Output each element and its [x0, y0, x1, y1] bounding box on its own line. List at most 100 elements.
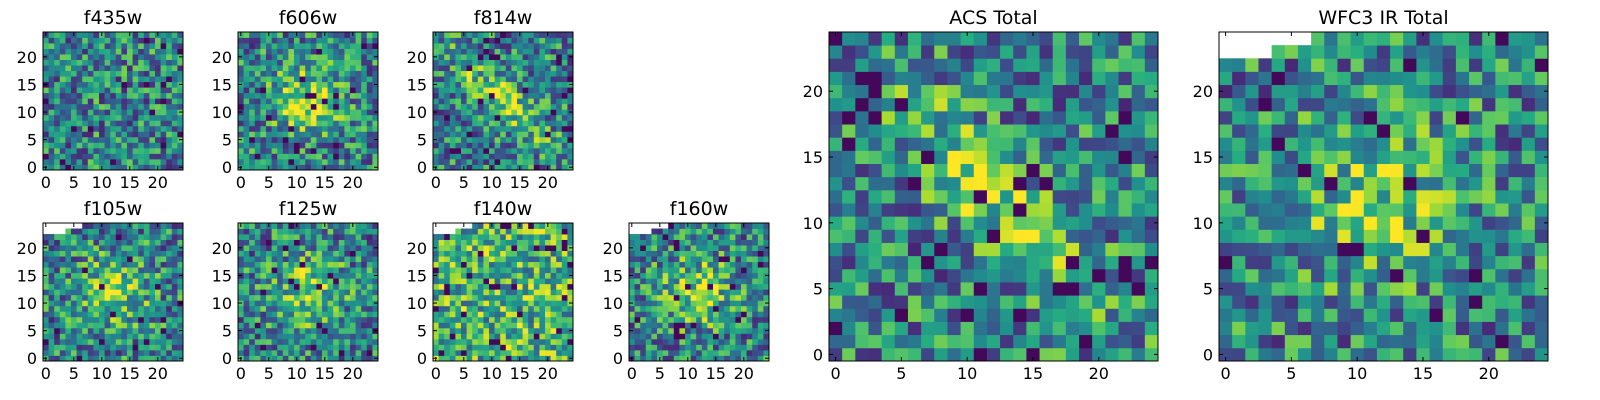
heatmap-cell [361, 147, 368, 154]
heatmap-cell [651, 261, 658, 268]
heatmap-cell [243, 294, 250, 301]
heatmap-cell [829, 216, 843, 230]
heatmap-cell [355, 245, 362, 251]
heatmap-cell [127, 272, 133, 279]
heatmap-cell [65, 333, 72, 340]
heatmap-cell [500, 311, 507, 318]
heatmap-cell [690, 322, 697, 329]
heatmap-cell [344, 48, 351, 55]
heatmap-cell [472, 158, 479, 165]
heatmap-cell [316, 234, 323, 240]
heatmap-cell [294, 65, 300, 72]
heatmap-cell [372, 32, 379, 38]
heatmap-cell [132, 234, 139, 240]
heatmap-cell [511, 65, 518, 72]
heatmap-cell [282, 223, 289, 229]
heatmap-cell [868, 229, 883, 243]
heatmap-cell [561, 76, 568, 83]
heatmap-cell [707, 311, 714, 318]
heatmap-cell [127, 109, 133, 116]
heatmap-cell [71, 267, 77, 274]
heatmap-cell [65, 228, 72, 235]
heatmap-cell [87, 294, 94, 301]
heatmap-cell [254, 289, 261, 296]
heatmap-cell [657, 283, 663, 290]
heatmap-cell [249, 267, 256, 274]
heatmap-cell [338, 272, 345, 279]
heatmap-cell [93, 43, 100, 49]
heatmap-cell [494, 327, 501, 334]
heatmap-cell [160, 70, 167, 77]
heatmap-cell [104, 48, 111, 55]
heatmap-cell [243, 98, 250, 105]
heatmap-cell [59, 103, 66, 110]
heatmap-cell [472, 311, 479, 318]
heatmap-cell [171, 81, 178, 88]
heatmap-cell [316, 153, 323, 160]
heatmap-cell [550, 289, 557, 296]
heatmap-cell [494, 278, 501, 285]
heatmap-cell [149, 327, 156, 334]
heatmap-cell [679, 234, 686, 240]
heatmap-cell [511, 261, 518, 268]
heatmap-cell [316, 305, 323, 312]
heatmap-cell [973, 229, 988, 243]
heatmap-cell [567, 37, 574, 44]
heatmap-cell [238, 316, 244, 323]
heatmap-cell [489, 136, 495, 143]
heatmap-cell [1039, 295, 1054, 309]
heatmap-cell [271, 81, 278, 88]
heatmap-cell [545, 109, 551, 116]
heatmap-cell [567, 311, 574, 318]
heatmap-cell [254, 65, 261, 72]
heatmap-cell [545, 114, 551, 121]
heatmap-cell [707, 234, 714, 240]
heatmap-cell [344, 278, 351, 285]
heatmap-cell [338, 311, 345, 318]
heatmap-cell [505, 136, 512, 143]
heatmap-cell [505, 327, 512, 334]
heatmap-cell [449, 120, 456, 127]
heatmap-cell [127, 338, 133, 345]
heatmap-cell [550, 250, 557, 257]
heatmap-cell [327, 250, 334, 257]
heatmap-cell [338, 344, 345, 351]
heatmap-cell [322, 48, 328, 55]
heatmap-cell [54, 256, 61, 263]
heatmap-cell [266, 70, 272, 77]
heatmap-cell [338, 158, 345, 165]
heatmap-cell [138, 32, 145, 38]
heatmap-cell [282, 59, 289, 66]
heatmap-cell [657, 333, 663, 340]
heatmap-cell [333, 37, 340, 44]
heatmap-cell [138, 158, 145, 165]
heatmap-cell [921, 242, 935, 257]
heatmap-cell [366, 142, 373, 149]
heatmap-cell [556, 344, 563, 351]
heatmap-cell [54, 333, 61, 340]
heatmap-cell [757, 283, 764, 290]
heatmap-cell [115, 267, 122, 274]
heatmap-cell [249, 164, 256, 171]
heatmap-cell [149, 322, 156, 329]
heatmap-cell [673, 300, 680, 307]
heatmap-cell [344, 54, 351, 60]
heatmap-cell [466, 267, 473, 274]
heatmap-cell [177, 294, 184, 301]
heatmap-cell [249, 158, 256, 165]
heatmap-cell [87, 311, 94, 318]
heatmap-cell [735, 311, 742, 318]
heatmap-cell [82, 267, 89, 274]
heatmap-cell [444, 311, 451, 318]
heatmap-cell [455, 59, 462, 66]
heatmap-cell [71, 278, 77, 285]
heatmap-cell [855, 268, 869, 283]
heatmap-cell [149, 355, 156, 362]
heatmap-cell [461, 283, 467, 290]
heatmap-cell [433, 283, 439, 290]
heatmap-cell [350, 256, 356, 263]
heatmap-cell [282, 278, 289, 285]
heatmap-cell [960, 347, 975, 362]
heatmap-cell [121, 32, 128, 38]
